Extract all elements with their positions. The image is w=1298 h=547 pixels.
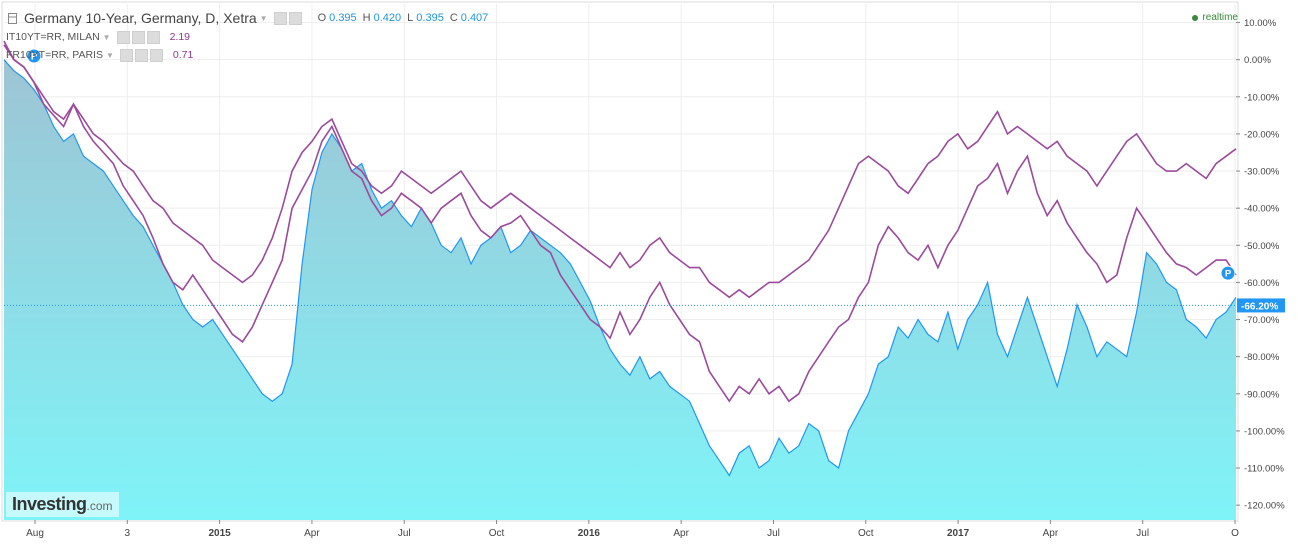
compare-value-milan: 2.19 xyxy=(169,31,191,43)
collapse-icon[interactable] xyxy=(8,12,18,30)
y-tick-label: -80.00% xyxy=(1244,352,1280,363)
x-tick-label: Aug xyxy=(26,528,44,539)
y-tick-label: 0.00% xyxy=(1244,55,1271,66)
x-tick-label: Jul xyxy=(767,528,780,539)
y-tick-label: -120.00% xyxy=(1244,501,1285,512)
compare-symbol-paris: FR10YT=RR, PARIS xyxy=(6,49,103,61)
compare-settings-button[interactable] xyxy=(119,48,133,62)
x-tick-label: Apr xyxy=(304,528,320,539)
compare-symbol-milan: IT10YT=RR, MILAN xyxy=(6,31,100,43)
main-symbol-row: Germany 10-Year, Germany, D, Xetra ▼ O 0… xyxy=(6,8,488,28)
x-tick-label: O xyxy=(1231,528,1239,539)
markers: -66.20% P P xyxy=(4,48,1285,313)
y-tick-label: -70.00% xyxy=(1244,315,1280,326)
y-tick-label: -10.00% xyxy=(1244,92,1280,103)
x-tick-label: Oct xyxy=(489,528,505,539)
open-label: O xyxy=(317,12,327,24)
x-tick-label: Jul xyxy=(398,528,411,539)
hide-button[interactable] xyxy=(288,11,302,25)
compare-settings-button[interactable] xyxy=(116,30,130,44)
svg-text:P: P xyxy=(31,51,38,62)
realtime-label: realtime xyxy=(1202,12,1238,23)
y-tick-label: -40.00% xyxy=(1244,204,1280,215)
x-tick-label: Jul xyxy=(1136,528,1149,539)
compare-row-paris: FR10YT=RR, PARIS ▼ 0.71 xyxy=(6,46,488,64)
open-value: 0.395 xyxy=(329,12,357,24)
y-tick-label: 10.00% xyxy=(1244,18,1277,29)
low-value: 0.395 xyxy=(416,12,444,24)
high-label: H xyxy=(362,12,371,24)
y-tick-label: -90.00% xyxy=(1244,389,1280,400)
low-label: L xyxy=(407,12,414,24)
realtime-dot-icon xyxy=(1192,14,1199,21)
settings-button[interactable] xyxy=(273,11,287,25)
x-tick-label: Apr xyxy=(673,528,689,539)
high-value: 0.420 xyxy=(373,12,402,24)
compare-actions xyxy=(116,30,160,44)
symbol-actions xyxy=(273,11,302,25)
y-tick-label: -100.00% xyxy=(1244,426,1285,437)
logo[interactable]: Investing .com xyxy=(6,492,119,517)
compare-remove-button[interactable] xyxy=(149,48,163,62)
x-axis: Aug 3 2015 Apr Jul Oct 2016 Apr Jul Oct 2017 Apr Jul… xyxy=(26,520,1239,539)
y-tick-label: -20.00% xyxy=(1244,129,1280,140)
series-line-germany[interactable] xyxy=(3,59,1237,477)
series-area-germany xyxy=(4,59,1236,520)
x-tick-label: 2016 xyxy=(578,528,601,539)
x-tick-label: Oct xyxy=(858,528,874,539)
compare-dropdown-icon[interactable]: ▼ xyxy=(102,32,111,42)
compare-actions xyxy=(119,48,163,62)
y-tick-label: -30.00% xyxy=(1244,167,1280,178)
plot-frame xyxy=(1,1,1239,522)
compare-remove-button[interactable] xyxy=(146,30,160,44)
x-tick-label: 2015 xyxy=(208,528,231,539)
end-marker-icon[interactable]: P xyxy=(1220,265,1236,281)
logo-text: Investing xyxy=(12,494,87,514)
symbol-dropdown-icon[interactable]: ▼ xyxy=(259,13,268,23)
compare-hide-button[interactable] xyxy=(131,30,145,44)
x-tick-label: Apr xyxy=(1043,528,1059,539)
y-tick-label: -110.00% xyxy=(1244,464,1285,475)
x-tick-label: 3 xyxy=(125,528,131,539)
compare-hide-button[interactable] xyxy=(134,48,148,62)
y-axis: 10.00% 0.00% -10.00% -20.00% -30.00% -40.00% -… xyxy=(1236,18,1285,512)
compare-value-paris: 0.71 xyxy=(172,49,194,61)
close-value: 0.407 xyxy=(460,12,489,24)
start-marker-icon[interactable]: P xyxy=(26,48,42,64)
close-label: C xyxy=(449,12,458,24)
chart-title: Germany 10-Year, Germany, D, Xetra xyxy=(24,10,257,26)
y-tick-label: -50.00% xyxy=(1244,241,1280,252)
svg-text:P: P xyxy=(1225,269,1232,280)
series-layer xyxy=(3,40,1237,520)
legend: Germany 10-Year, Germany, D, Xetra ▼ O 0… xyxy=(6,8,488,64)
series-line-milan[interactable] xyxy=(3,40,1237,403)
compare-row-milan: IT10YT=RR, MILAN ▼ 2.19 xyxy=(6,28,488,46)
current-value-tag xyxy=(1237,298,1285,313)
realtime-indicator: realtime xyxy=(1192,12,1238,23)
x-tick-label: 2017 xyxy=(947,528,970,539)
series-line-paris[interactable] xyxy=(3,44,1237,299)
y-tick-label: -60.00% xyxy=(1244,278,1280,289)
compare-dropdown-icon[interactable]: ▼ xyxy=(105,50,114,60)
current-value-label: -66.20% xyxy=(1241,301,1278,312)
logo-domain: .com xyxy=(86,499,113,513)
